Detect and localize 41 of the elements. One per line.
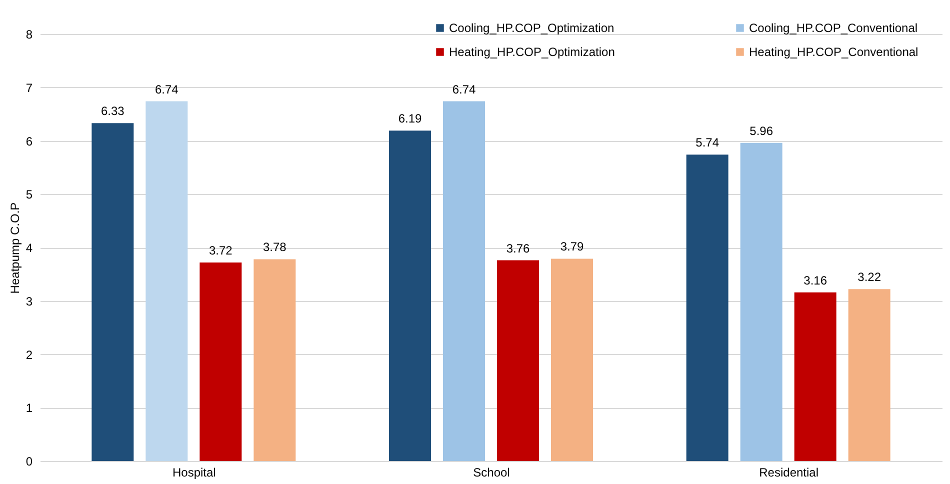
x-tick-label: Residential [759,466,819,480]
data-label: 3.79 [560,240,584,254]
bar [686,154,728,461]
y-tick-label: 3 [26,294,33,308]
data-label: 6.33 [100,104,125,118]
y-tick-label: 0 [26,454,33,468]
data-label: 3.72 [208,243,233,258]
bar [254,259,296,461]
bar [200,262,242,461]
bar [389,130,431,461]
bar [92,123,134,461]
bar [740,142,782,461]
bar [551,258,593,461]
legend-label: Cooling_HP.COP_Conventional [749,21,918,35]
bar [146,101,188,461]
y-tick-label: 5 [26,188,33,202]
legend-label: Heating_HP.COP_Conventional [749,45,918,59]
bar [443,101,485,461]
data-label: 6.74 [452,82,476,96]
x-tick-label: School [473,466,510,480]
data-label: 3.16 [804,273,828,288]
y-tick-label: 1 [26,401,33,416]
y-axis-title: Heatpump C.O.P [8,202,22,294]
data-label: 6.74 [154,82,179,96]
data-label: 3.76 [506,241,530,256]
data-label: 3.78 [262,240,287,254]
legend-label: Cooling_HP.COP_Optimization [449,21,614,35]
bar [794,292,836,461]
data-label: 5.74 [696,136,720,150]
data-label: 5.96 [750,124,774,138]
y-tick-label: 7 [26,80,33,95]
data-label: 6.19 [398,112,422,126]
y-tick-label: 6 [26,134,33,148]
data-label: 3.22 [858,270,882,284]
bar [497,260,539,461]
legend-label: Heating_HP.COP_Optimization [449,45,615,59]
bar [848,289,890,461]
y-tick-label: 4 [26,241,33,255]
y-tick-label: 2 [26,348,33,362]
x-tick-label: Hospital [172,466,216,480]
y-tick-label: 8 [26,28,33,42]
